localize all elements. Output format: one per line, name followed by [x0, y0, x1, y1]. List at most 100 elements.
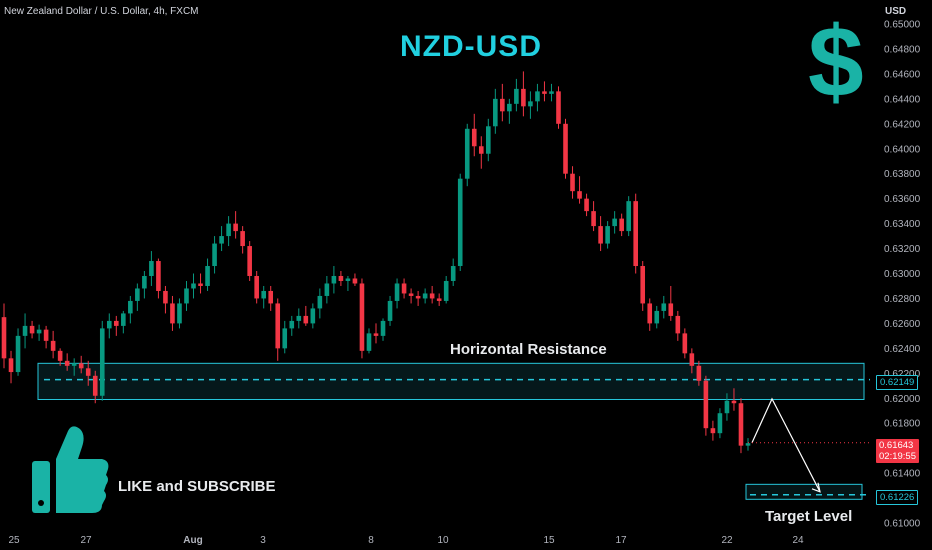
headline: NZD-USD [400, 30, 542, 63]
candle-body [577, 191, 582, 199]
candle-body [493, 98, 498, 127]
candle-body [528, 101, 533, 107]
candle-body [191, 283, 196, 289]
candle-body [198, 283, 203, 286]
candle-body [36, 329, 42, 334]
candle [64, 353, 70, 371]
candle-body [233, 223, 238, 232]
candle-body [50, 340, 56, 351]
time-tick-label: 17 [615, 535, 627, 546]
candle [352, 273, 358, 286]
candle [177, 298, 182, 329]
candle-body [591, 211, 596, 227]
candle [22, 313, 28, 349]
candle-body [668, 303, 674, 316]
candle [296, 308, 302, 329]
last-price-value: 0.61643 [879, 440, 914, 451]
candle-body [64, 360, 70, 366]
price-tick-label: 0.63400 [884, 219, 921, 230]
candle [717, 408, 723, 439]
candle [261, 285, 266, 309]
target-label: Target Level [765, 508, 853, 525]
candle-body [675, 315, 681, 334]
time-tick-label: 3 [260, 535, 266, 546]
dollar-sign-icon: $ [808, 6, 864, 118]
candle-body [43, 329, 49, 341]
candle-body [436, 298, 442, 301]
candle-body [114, 320, 119, 326]
candle [724, 393, 730, 421]
resistance-zone [37, 362, 865, 400]
candle-body [563, 123, 568, 174]
candle-body [738, 403, 744, 446]
resistance-label: Horizontal Resistance [450, 341, 607, 358]
candle-body [247, 246, 252, 276]
candle-body [387, 300, 393, 321]
candle [121, 310, 126, 334]
time-tick-label: 10 [437, 535, 449, 546]
candle-body [22, 325, 28, 336]
candle [500, 83, 505, 122]
target-zone [745, 483, 863, 500]
candle-body [303, 315, 309, 324]
candle [345, 275, 351, 291]
candle-body [598, 226, 603, 244]
candle-body [177, 303, 182, 324]
price-tick-label: 0.64600 [884, 69, 921, 80]
candle [633, 193, 638, 274]
candle-body [731, 400, 737, 404]
overlay-layer [748, 397, 870, 493]
candle [240, 226, 245, 254]
candle-body [205, 266, 210, 286]
price-tick-label: 0.63200 [884, 244, 921, 255]
price-tick-label: 0.64200 [884, 119, 921, 130]
candle-body [78, 363, 84, 369]
candle-body [275, 303, 281, 349]
candle [275, 298, 281, 361]
candle-body [584, 198, 589, 212]
thumbs-up-icon [32, 426, 109, 513]
candle-body [380, 320, 386, 336]
candle-body [359, 283, 365, 351]
candle-body [717, 413, 723, 434]
price-tick-label: 0.61400 [884, 469, 921, 480]
candle [331, 266, 337, 294]
candle [443, 275, 449, 304]
candle-body [170, 303, 175, 324]
candle-body [345, 278, 351, 281]
time-axis[interactable]: 25 27 Aug 3 8 10 15 17 22 24 [8, 535, 804, 546]
candle [668, 285, 674, 321]
price-axis[interactable]: 0.61000 0.61400 0.61800 0.62000 0.62200 0.624… [884, 20, 921, 530]
price-tick-label: 0.61800 [884, 419, 921, 430]
candle-body [128, 300, 133, 314]
candle [619, 213, 624, 237]
candle-body [85, 368, 91, 376]
candle [338, 271, 344, 286]
candle [317, 288, 323, 319]
candle [471, 113, 477, 157]
candle [436, 293, 442, 306]
candle-body [422, 293, 428, 299]
candle [29, 320, 35, 339]
candle-body [415, 295, 421, 299]
candle-body [654, 310, 660, 324]
candle [689, 348, 695, 374]
candle [380, 318, 386, 341]
candle-body [331, 275, 337, 284]
candle [78, 355, 84, 374]
candle [359, 278, 365, 359]
candle-body [317, 295, 323, 309]
candle-body [282, 328, 288, 349]
candle-body [226, 223, 231, 237]
candle-body [647, 303, 653, 324]
candle [8, 350, 14, 384]
candle [422, 288, 428, 304]
candle-body [408, 293, 414, 296]
candle [205, 258, 210, 291]
candle-body [352, 278, 358, 284]
candle [408, 288, 414, 304]
price-tick-label: 0.64800 [884, 44, 921, 55]
zones-layer [37, 362, 870, 500]
price-tick-label: 0.64400 [884, 94, 921, 105]
